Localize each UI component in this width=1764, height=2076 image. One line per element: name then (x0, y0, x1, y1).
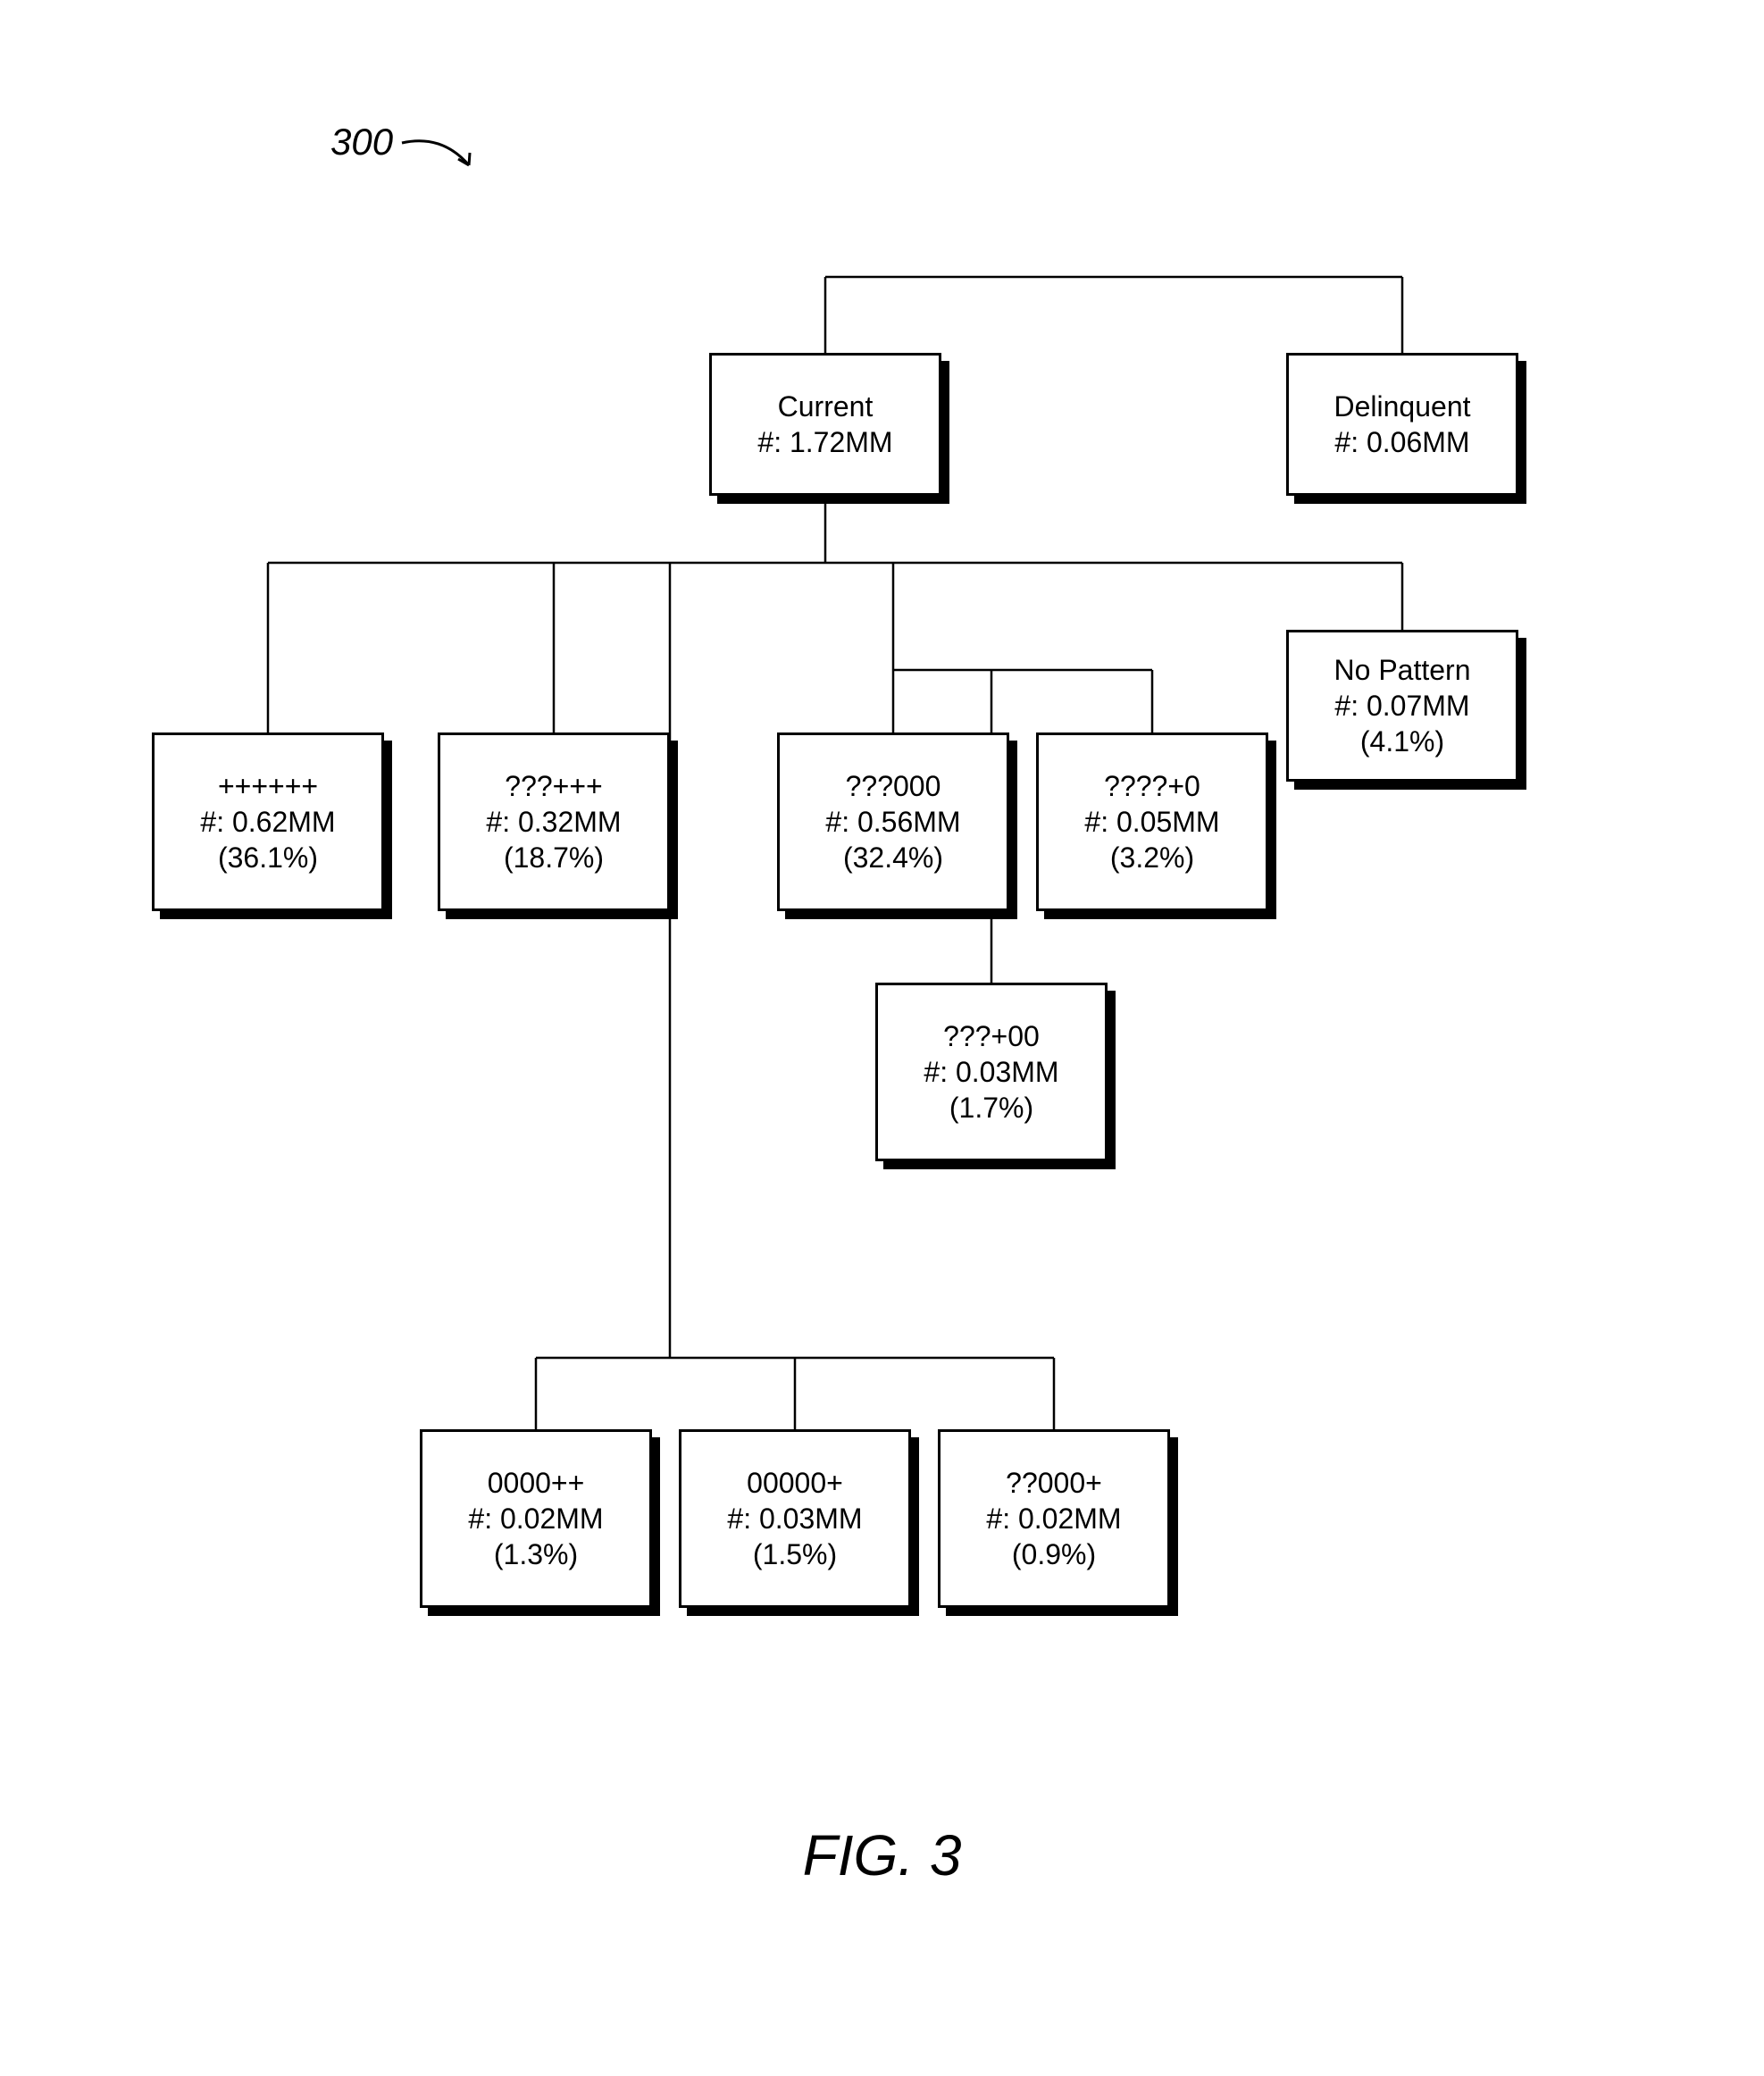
node-qqqp00-pct: (1.7%) (949, 1090, 1033, 1126)
figure-caption-text: FIG. 3 (803, 1823, 962, 1888)
node-pppppp: ++++++ #: 0.62MM (36.1%) (152, 732, 384, 911)
node-pppppp-count: #: 0.62MM (200, 804, 335, 840)
node-0000pp-pattern: 0000++ (488, 1465, 585, 1501)
node-qqqqp0-pattern: ????+0 (1104, 768, 1200, 804)
node-nopattern-title: No Pattern (1334, 652, 1471, 688)
node-qqqqp0-pct: (3.2%) (1110, 840, 1194, 875)
node-delinquent-title: Delinquent (1334, 389, 1471, 424)
node-pppppp-pattern: ++++++ (218, 768, 318, 804)
node-qqqqp0: ????+0 #: 0.05MM (3.2%) (1036, 732, 1268, 911)
node-qqqp00-pattern: ???+00 (943, 1018, 1040, 1054)
node-current-count: #: 1.72MM (757, 424, 892, 460)
node-00000p-pattern: 00000+ (747, 1465, 843, 1501)
node-qqq000-pattern: ???000 (846, 768, 941, 804)
node-qq000p-pct: (0.9%) (1012, 1536, 1096, 1572)
node-qqqppp-count: #: 0.32MM (486, 804, 621, 840)
node-current-title: Current (778, 389, 874, 424)
node-delinquent: Delinquent #: 0.06MM (1286, 353, 1518, 496)
node-nopattern-count: #: 0.07MM (1334, 688, 1469, 724)
node-qq000p: ??000+ #: 0.02MM (0.9%) (938, 1429, 1170, 1608)
node-qqq000-count: #: 0.56MM (825, 804, 960, 840)
node-qq000p-count: #: 0.02MM (986, 1501, 1121, 1536)
node-00000p: 00000+ #: 0.03MM (1.5%) (679, 1429, 911, 1608)
node-qqq000: ???000 #: 0.56MM (32.4%) (777, 732, 1009, 911)
node-qqqp00: ???+00 #: 0.03MM (1.7%) (875, 983, 1108, 1161)
node-current: Current #: 1.72MM (709, 353, 941, 496)
node-00000p-count: #: 0.03MM (727, 1501, 862, 1536)
node-qqqp00-count: #: 0.03MM (924, 1054, 1058, 1090)
node-delinquent-count: #: 0.06MM (1334, 424, 1469, 460)
node-nopattern-pct: (4.1%) (1360, 724, 1444, 759)
node-qqqppp: ???+++ #: 0.32MM (18.7%) (438, 732, 670, 911)
node-qqqppp-pattern: ???+++ (505, 768, 602, 804)
node-qqqppp-pct: (18.7%) (504, 840, 604, 875)
node-00000p-pct: (1.5%) (753, 1536, 837, 1572)
figure-caption: FIG. 3 (0, 1822, 1764, 1888)
node-0000pp: 0000++ #: 0.02MM (1.3%) (420, 1429, 652, 1608)
node-pppppp-pct: (36.1%) (218, 840, 318, 875)
node-qq000p-pattern: ??000+ (1006, 1465, 1102, 1501)
node-nopattern: No Pattern #: 0.07MM (4.1%) (1286, 630, 1518, 782)
node-qqqqp0-count: #: 0.05MM (1084, 804, 1219, 840)
node-0000pp-pct: (1.3%) (494, 1536, 578, 1572)
node-0000pp-count: #: 0.02MM (468, 1501, 603, 1536)
node-qqq000-pct: (32.4%) (843, 840, 943, 875)
